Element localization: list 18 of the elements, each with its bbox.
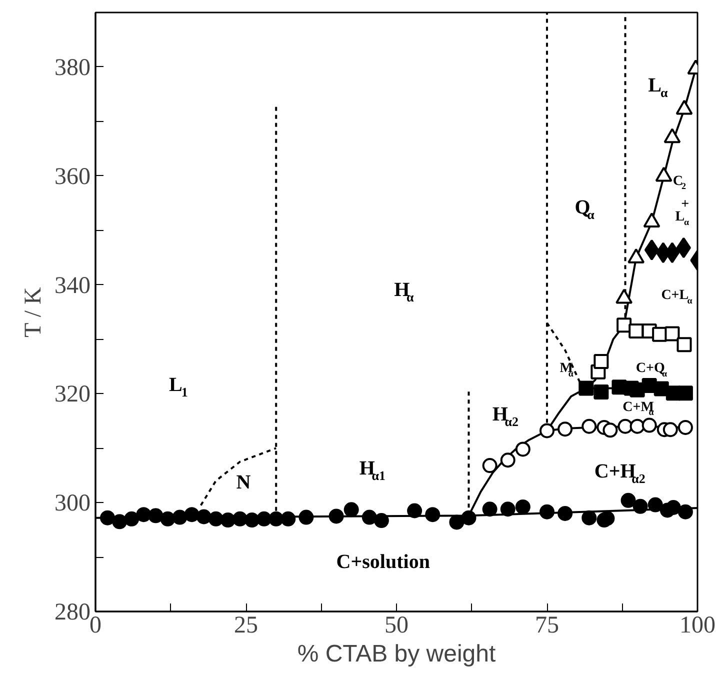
annotation: C+Mα [622, 400, 654, 418]
y-tick-label: 380 [54, 54, 90, 81]
x-tick-label: 50 [384, 612, 408, 638]
y-axis-title: T / K [20, 286, 46, 338]
x-axis-title: % CTAB by weight [297, 640, 496, 668]
x-tick-label: 0 [90, 612, 102, 638]
annotation: C+solution [336, 550, 430, 573]
annotation: + [681, 197, 690, 212]
y-tick-label: 320 [54, 382, 90, 408]
y-tick-label: 340 [54, 272, 90, 299]
x-tick-label: 100 [680, 612, 716, 638]
y-tick-label: 280 [54, 600, 90, 626]
x-tick-label: 75 [535, 612, 559, 638]
x-tick-label: 25 [234, 612, 258, 638]
y-tick-label: 360 [54, 164, 90, 190]
annotation: Mα [560, 361, 574, 379]
annotation: N [236, 471, 252, 494]
y-tick-label: 300 [54, 490, 90, 517]
